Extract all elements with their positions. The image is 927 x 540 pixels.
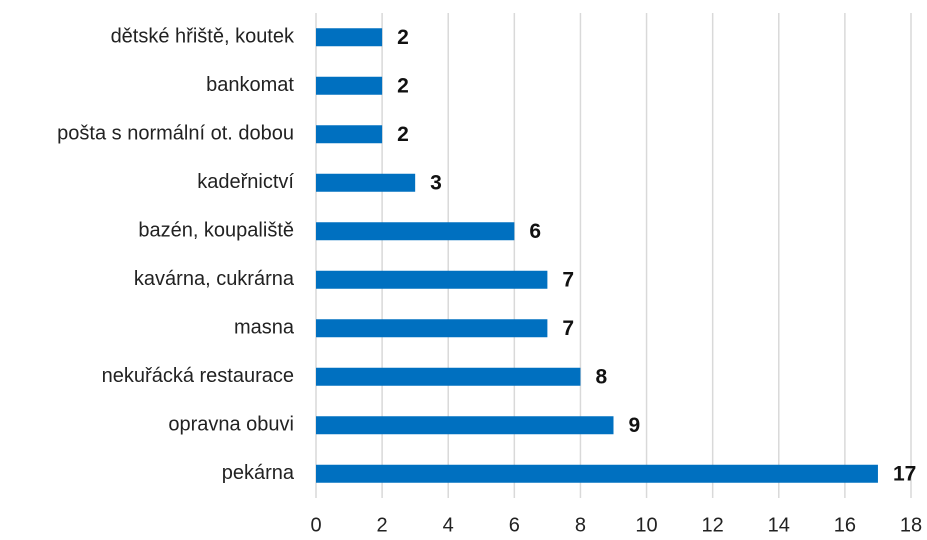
y-tick-label: opravna obuvi — [168, 414, 294, 436]
bar — [316, 270, 548, 289]
bar — [316, 367, 581, 386]
bar — [316, 28, 383, 47]
y-tick-label: masna — [234, 317, 295, 339]
data-label: 8 — [595, 365, 607, 388]
x-tick-label: 0 — [310, 514, 321, 536]
bar — [316, 319, 548, 338]
bar — [316, 222, 515, 241]
x-tick-label: 2 — [377, 514, 388, 536]
x-tick-label: 18 — [900, 514, 922, 536]
bar — [316, 416, 614, 435]
x-tick-label: 8 — [575, 514, 586, 536]
data-label: 17 — [893, 462, 916, 485]
data-label: 6 — [529, 220, 541, 243]
x-tick-label: 12 — [702, 514, 724, 536]
y-tick-label: kavárna, cukrárna — [134, 268, 295, 290]
bar — [316, 125, 383, 144]
x-tick-label: 10 — [635, 514, 657, 536]
data-label: 2 — [397, 123, 409, 146]
bar — [316, 173, 416, 192]
x-tick-label: 14 — [768, 514, 790, 536]
y-tick-label: pošta s normální ot. dobou — [57, 123, 294, 145]
data-label: 2 — [397, 74, 409, 97]
data-label: 7 — [562, 317, 574, 340]
y-tick-label: kadeřnictví — [197, 171, 294, 193]
y-tick-label: pekárna — [222, 462, 295, 484]
bar — [316, 464, 878, 483]
data-label: 7 — [562, 268, 574, 291]
y-tick-label: bazén, koupaliště — [138, 220, 294, 242]
data-label: 3 — [430, 171, 442, 194]
data-label: 9 — [629, 414, 641, 437]
y-tick-label: dětské hřiště, koutek — [111, 26, 295, 48]
y-tick-label: nekuřácká restaurace — [102, 365, 294, 387]
bar — [316, 76, 383, 95]
data-label: 2 — [397, 26, 409, 49]
x-tick-label: 16 — [834, 514, 856, 536]
y-tick-label: bankomat — [206, 74, 294, 96]
x-tick-label: 4 — [443, 514, 454, 536]
x-tick-label: 6 — [509, 514, 520, 536]
